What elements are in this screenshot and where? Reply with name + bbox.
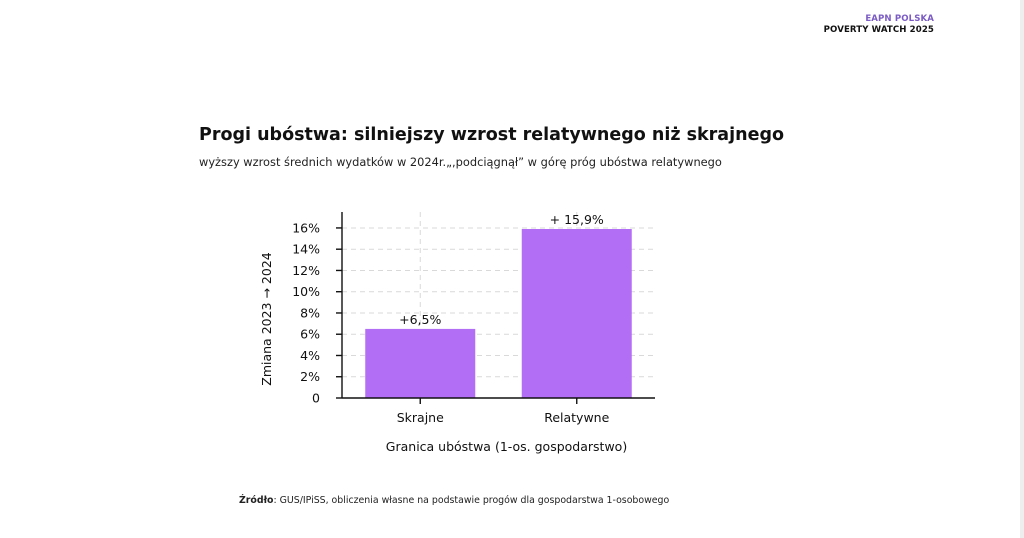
org-name: EAPN POLSKA [865, 14, 934, 24]
y-tick-label: 16% [292, 220, 320, 235]
source-label: Źródło [239, 495, 274, 506]
y-tick-label: 10% [292, 284, 320, 299]
y-tick-label: 6% [300, 327, 320, 342]
y-tick-label: 14% [292, 242, 320, 257]
chart-title: Progi ubóstwa: silniejszy wzrost relatyw… [199, 125, 784, 145]
x-tick-label: Skrajne [397, 410, 444, 425]
source-note: Źródło: GUS/IPiSS, obliczenia własne na … [239, 495, 669, 506]
x-tick-label: Relatywne [544, 410, 609, 425]
y-tick-label: 2% [300, 369, 320, 384]
bar-skrajne [365, 328, 476, 398]
bar-relatywne [521, 229, 632, 398]
report-name: POVERTY WATCH 2025 [823, 25, 934, 35]
page-edge [1020, 0, 1024, 538]
y-tick-label: 0 [312, 391, 320, 406]
x-axis-title: Granica ubóstwa (1-os. gospodarstwo) [386, 439, 627, 454]
y-tick-label: 12% [292, 263, 320, 278]
y-tick-label: 8% [300, 305, 320, 320]
y-tick-label: 4% [300, 348, 320, 363]
chart-subtitle: wyższy wzrost średnich wydatków w 2024r.… [199, 155, 722, 169]
bar-value-label: +6,5% [399, 312, 441, 327]
y-axis-title: Zmiana 2023 → 2024 [259, 252, 274, 386]
source-text: : GUS/IPiSS, obliczenia własne na podsta… [273, 495, 670, 506]
bar-value-label: + 15,9% [550, 212, 604, 227]
